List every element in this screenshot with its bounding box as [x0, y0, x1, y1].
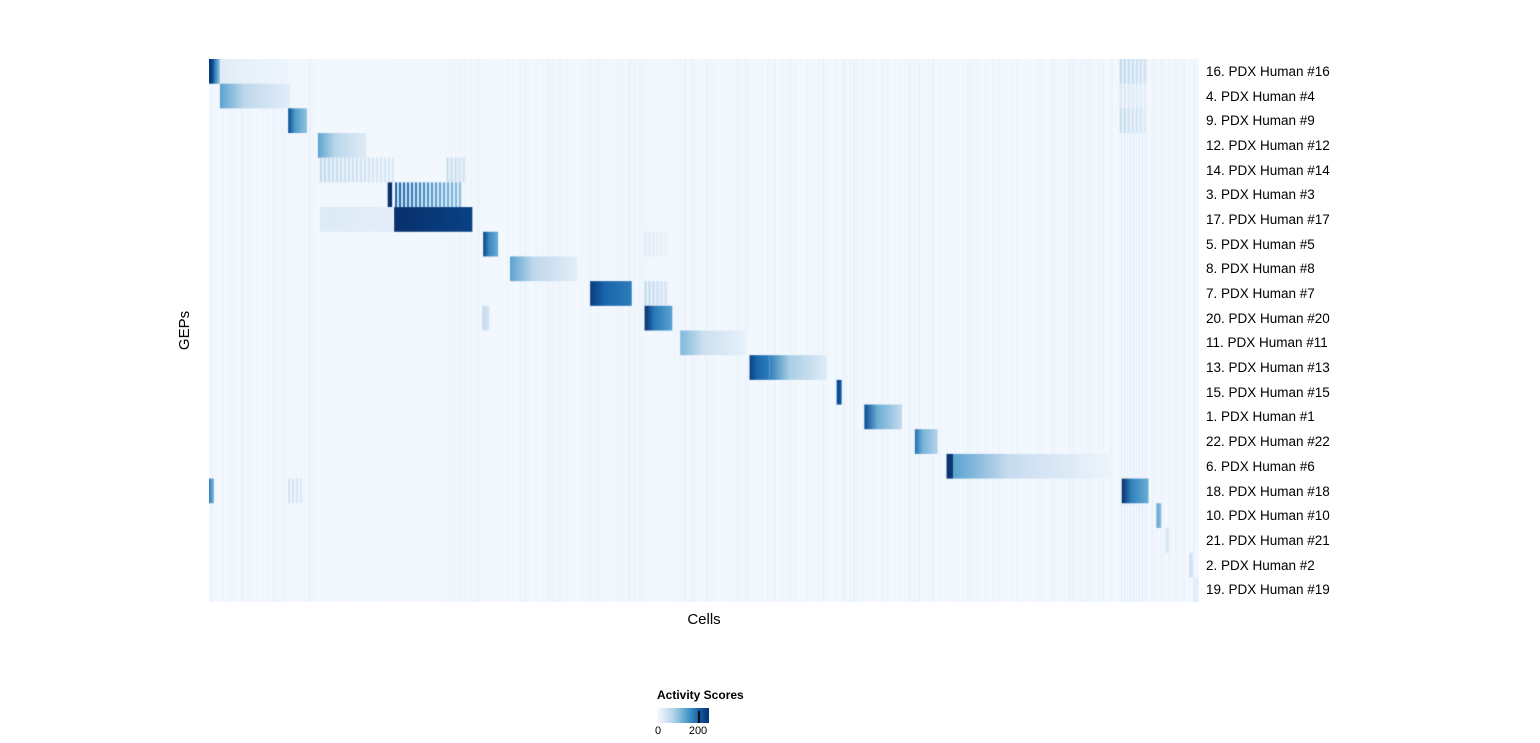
x-axis-label: Cells	[687, 611, 721, 628]
row-label: 2. PDX Human #2	[1206, 557, 1315, 573]
row-label: 3. PDX Human #3	[1206, 187, 1315, 203]
y-axis-label-wrap: GEPs	[170, 59, 200, 602]
legend-title: Activity Scores	[657, 688, 744, 702]
legend: Activity Scores 0 200	[654, 688, 777, 739]
legend-tick-max: 200	[688, 725, 708, 737]
row-label: 11. PDX Human #11	[1206, 335, 1328, 351]
row-label: 8. PDX Human #8	[1206, 261, 1315, 277]
row-label: 5. PDX Human #5	[1206, 236, 1315, 252]
legend-colorbar	[657, 708, 709, 723]
heatmap-canvas	[209, 59, 1199, 602]
row-label: 21. PDX Human #21	[1206, 532, 1330, 548]
row-label: 20. PDX Human #20	[1206, 310, 1330, 326]
row-labels: 16. PDX Human #16 4. PDX Human #4 9. PDX H…	[1206, 59, 1406, 602]
row-label: 17. PDX Human #17	[1206, 211, 1330, 227]
row-label: 18. PDX Human #18	[1206, 483, 1330, 499]
row-label: 16. PDX Human #16	[1206, 63, 1330, 79]
legend-ticks: 0 200	[654, 725, 777, 739]
row-label: 10. PDX Human #10	[1206, 508, 1330, 524]
row-label: 4. PDX Human #4	[1206, 88, 1315, 104]
row-label: 13. PDX Human #13	[1206, 360, 1330, 376]
row-label: 14. PDX Human #14	[1206, 162, 1330, 178]
y-axis-label: GEPs	[176, 310, 194, 351]
row-label: 6. PDX Human #6	[1206, 458, 1315, 474]
row-label: 7. PDX Human #7	[1206, 286, 1315, 302]
row-label: 19. PDX Human #19	[1206, 582, 1330, 598]
row-label: 22. PDX Human #22	[1206, 434, 1330, 450]
row-label: 9. PDX Human #9	[1206, 113, 1315, 129]
row-label: 15. PDX Human #15	[1206, 384, 1330, 400]
row-label: 1. PDX Human #1	[1206, 409, 1315, 425]
row-label: 12. PDX Human #12	[1206, 137, 1330, 153]
legend-tick-min: 0	[654, 725, 662, 737]
